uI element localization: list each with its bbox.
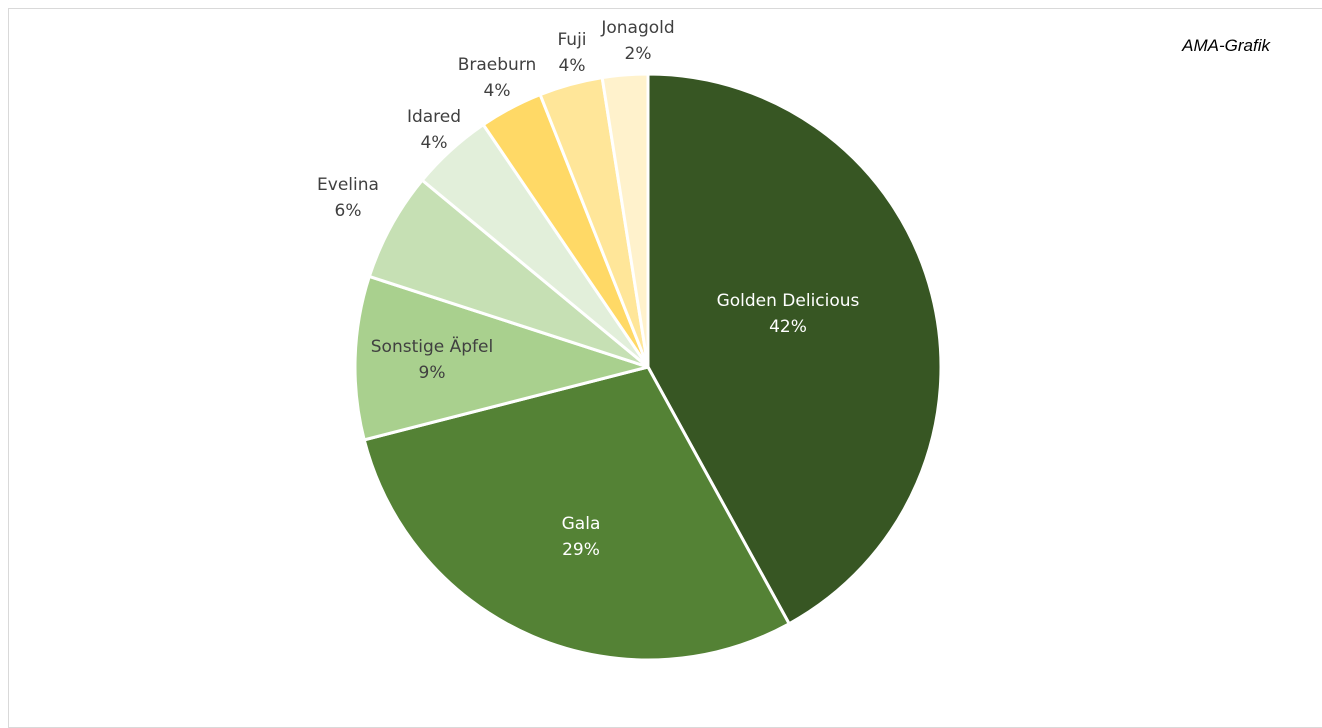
pie-label-category: Evelina [317,175,379,195]
pie-label-percent: 2% [625,44,652,64]
pie-slice-golden-delicious [646,72,943,626]
pie-label-fuji: Fuji 4% [557,30,586,76]
pie-label-braeburn: Braeburn 4% [458,55,537,101]
pie-label-category: Jonagold [600,18,674,38]
pie-chart: Golden Delicious 42% Gala 29% Sonstige Äpfel… [317,18,943,662]
pie-label-percent: 6% [335,201,362,221]
pie-slice-sonstige-äpfel [353,274,650,442]
pie-label-percent: 4% [484,81,511,101]
pie-label-category: Fuji [557,30,586,50]
pie-label-percent: 4% [421,133,448,153]
pie-label-golden-delicious: Golden Delicious 42% [717,291,860,337]
pie-slice-jonagold [600,72,650,369]
pie-label-percent: 9% [419,363,446,383]
pie-label-percent: 4% [559,56,586,76]
pie-labels: Golden Delicious 42% Gala 29% Sonstige Äpfel… [317,18,860,560]
pie-label-percent: 29% [562,540,600,560]
pie-label-category: Idared [407,107,461,127]
pie-label-gala: Gala 29% [562,514,601,560]
pie-label-evelina: Evelina 6% [317,175,379,221]
pie-label-category: Gala [562,514,601,534]
pie-slices [353,72,943,662]
chart-credit: AMA-Grafik [1182,36,1270,55]
pie-label-percent: 42% [769,317,807,337]
pie-label-category: Braeburn [458,55,537,75]
pie-label-jonagold: Jonagold 2% [600,18,674,64]
pie-label-category: Golden Delicious [717,291,860,311]
pie-label-sonstige-äpfel: Sonstige Äpfel 9% [371,336,493,383]
pie-slice-gala [362,365,791,662]
pie-label-category: Sonstige Äpfel [371,336,493,357]
pie-label-idared: Idared 4% [407,107,461,153]
